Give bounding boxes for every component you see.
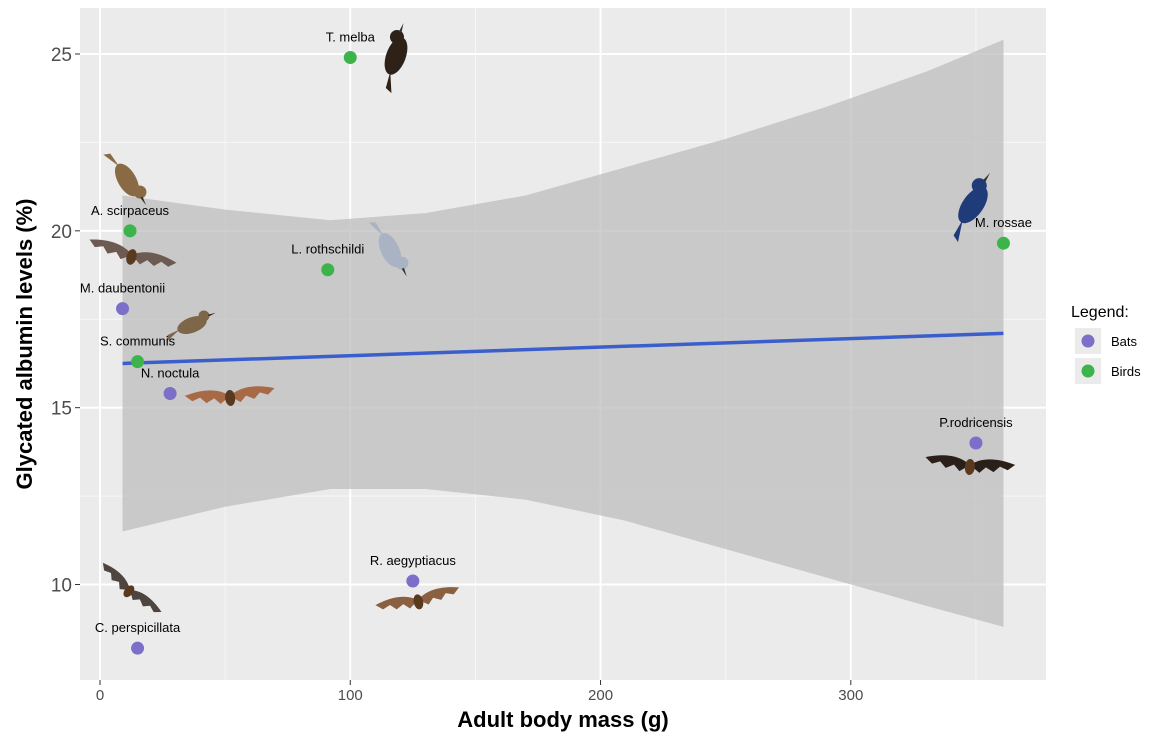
- data-point: [996, 236, 1010, 250]
- data-point: [116, 302, 130, 316]
- animal-illustrations: [89, 22, 1016, 613]
- x-tick-label: 0: [96, 687, 104, 704]
- bat-illustration: [102, 562, 162, 613]
- y-axis-title: Glycated albumin levels (%): [12, 199, 37, 490]
- y-tick-label: 15: [51, 399, 72, 420]
- bird-illustration: [384, 22, 408, 94]
- x-tick-label: 300: [838, 687, 863, 704]
- point-label: L. rothschildi: [291, 242, 364, 257]
- legend: Legend: Bats Birds: [1071, 304, 1141, 384]
- bat-illustration: [375, 587, 460, 610]
- point-label: A. scirpaceus: [91, 203, 170, 218]
- data-points: M. daubentonii N. noctula C. perspicillata…: [80, 30, 1032, 655]
- data-point: [131, 355, 145, 369]
- bat-illustration: [184, 386, 275, 406]
- legend-title: Legend:: [1071, 304, 1129, 321]
- y-tick-label: 20: [51, 222, 72, 243]
- y-tick-label: 25: [51, 45, 72, 66]
- point-label: T. melba: [326, 30, 376, 45]
- point-label: M. daubentonii: [80, 281, 165, 296]
- confidence-band: [122, 39, 1004, 627]
- x-axis-ticks: 0 100 200 300: [96, 680, 863, 704]
- data-point: [321, 263, 335, 277]
- data-point: [969, 436, 983, 450]
- legend-label: Birds: [1111, 364, 1141, 379]
- x-axis-title: Adult body mass (g): [457, 707, 668, 732]
- legend-label: Bats: [1111, 334, 1138, 349]
- point-label: R. aegyptiacus: [370, 553, 456, 568]
- data-point: [343, 51, 357, 65]
- x-tick-label: 100: [338, 687, 363, 704]
- bird-illustration: [953, 172, 990, 243]
- y-tick-label: 10: [51, 576, 72, 597]
- data-point: [123, 224, 137, 238]
- bat-illustration: [925, 455, 1016, 475]
- point-label: M. rossae: [975, 215, 1032, 230]
- point-label: C. perspicillata: [95, 620, 181, 635]
- data-point: [163, 387, 177, 401]
- point-label: P.rodricensis: [939, 415, 1013, 430]
- legend-marker: [1081, 364, 1095, 378]
- data-point: [131, 641, 145, 655]
- bat-illustration: [89, 239, 177, 267]
- regression-line: [122, 331, 1004, 366]
- bird-illustration: [368, 222, 409, 277]
- bird-illustration: [103, 153, 147, 206]
- legend-marker: [1081, 334, 1095, 348]
- point-label: N. noctula: [141, 366, 200, 381]
- x-tick-label: 200: [588, 687, 613, 704]
- y-axis-ticks: 10 15 20 25: [51, 45, 80, 597]
- point-label: S. communis: [100, 334, 176, 349]
- data-point: [406, 574, 420, 588]
